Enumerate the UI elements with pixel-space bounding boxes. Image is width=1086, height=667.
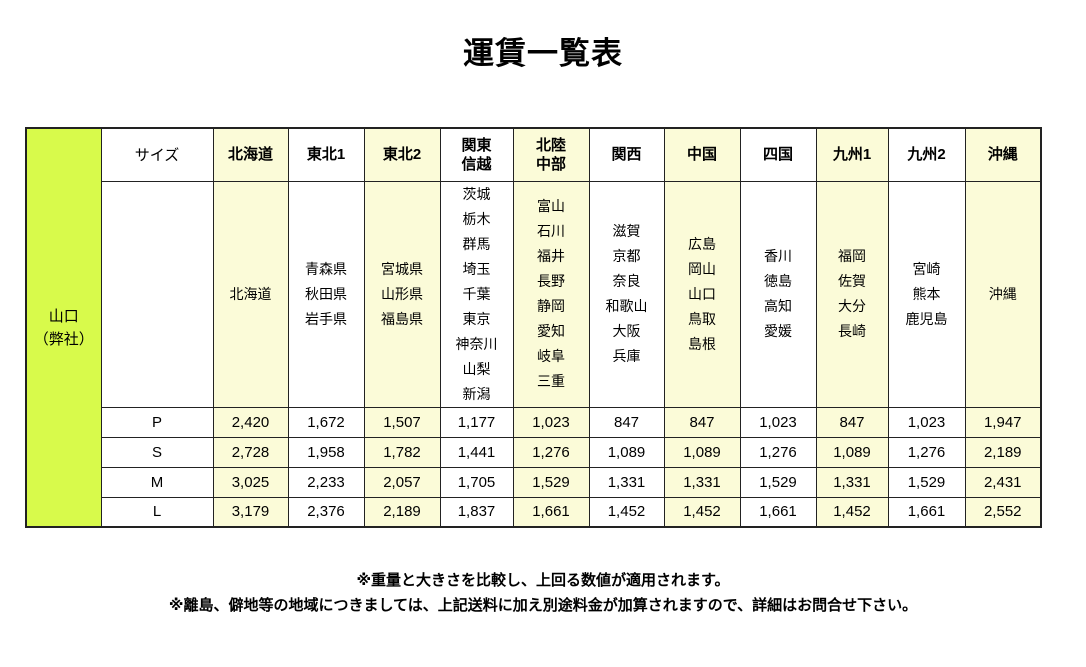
fare-L-東北1: 2,376 [287,496,365,528]
prefectures-九州1: 福岡 佐賀 大分 長崎 [815,180,889,408]
fare-L-中国: 1,452 [663,496,741,528]
footnote-remote-area: ※離島、僻地等の地域につきましては、上記送料に加え別途料金が加算されますので、詳… [168,597,918,614]
fare-P-九州2: 1,023 [887,406,966,438]
prefectures-東北1: 青森県 秋田県 岩手県 [287,180,365,408]
fare-P-東北1: 1,672 [287,406,365,438]
fare-row-P: P 2,420 1,672 1,507 1,177 1,023 847 847 1,023 847… [26,406,1042,438]
fare-M-北海道: 3,025 [212,466,289,498]
fare-P-中国: 847 [663,406,741,438]
fare-P-北海道: 2,420 [212,406,289,438]
footnotes: ※重量と大きさを比較し、上回る数値が適用されます。 ※離島、僻地等の地域につきま… [0,568,1086,618]
region-header-四国: 四国 [739,127,817,182]
fare-P-北陸中部: 1,023 [512,406,590,438]
fare-table: 山口 （弊社） サイズ 北海道 東北1 東北2 関東 信越 北陸 中部 関西 中国 四国 九州1 九州… [25,127,1042,528]
region-header-沖縄: 沖縄 [964,127,1042,182]
region-header-九州1: 九州1 [815,127,889,182]
region-header-row: 山口 （弊社） サイズ 北海道 東北1 東北2 関東 信越 北陸 中部 関西 中国 四国 九州1 九州… [25,127,1042,528]
fare-M-中国: 1,331 [663,466,741,498]
prefecture-list-row: 北海道 青森県 秋田県 岩手県 宮城県 山形県 福島県 茨城 栃木 群馬 埼玉 千葉 … [26,180,1042,408]
fare-P-沖縄: 1,947 [964,406,1042,438]
fare-P-関東信越: 1,177 [439,406,514,438]
origin-cell: 山口 （弊社） [25,127,102,528]
prefectures-九州2: 宮崎 熊本 鹿児島 [887,180,966,408]
fare-M-東北2: 2,057 [363,466,441,498]
fare-L-九州2: 1,661 [887,496,966,528]
fare-S-中国: 1,089 [663,436,741,468]
region-header-関西: 関西 [588,127,665,182]
prefectures-関西: 滋賀 京都 奈良 和歌山 大阪 兵庫 [588,180,665,408]
fare-S-関西: 1,089 [588,436,665,468]
size-column-header: サイズ [100,127,214,182]
region-header-東北1: 東北1 [287,127,365,182]
fare-table-body: 山口 （弊社） サイズ 北海道 東北1 東北2 関東 信越 北陸 中部 関西 中国 四国 九州1 九州… [25,127,1042,528]
fare-P-九州1: 847 [815,406,889,438]
fare-M-東北1: 2,233 [287,466,365,498]
fare-L-四国: 1,661 [739,496,817,528]
prefectures-沖縄: 沖縄 [964,180,1042,408]
fare-S-沖縄: 2,189 [964,436,1042,468]
fare-S-関東信越: 1,441 [439,436,514,468]
fare-P-関西: 847 [588,406,665,438]
fare-S-九州1: 1,089 [815,436,889,468]
fare-S-九州2: 1,276 [887,436,966,468]
size-label-L: L [100,496,214,528]
prefectures-北海道: 北海道 [212,180,289,408]
prefectures-中国: 広島 岡山 山口 鳥取 島根 [663,180,741,408]
fare-table-container: 山口 （弊社） サイズ 北海道 東北1 東北2 関東 信越 北陸 中部 関西 中国 四国 九州1 九州… [25,127,1042,528]
region-header-関東信越: 関東 信越 [439,127,514,182]
region-header-中国: 中国 [663,127,741,182]
fare-L-関西: 1,452 [588,496,665,528]
fare-S-東北2: 1,782 [363,436,441,468]
fare-M-関西: 1,331 [588,466,665,498]
fare-S-北陸中部: 1,276 [512,436,590,468]
region-header-北海道: 北海道 [212,127,289,182]
size-label-M: M [100,466,214,498]
size-column-blank-cell [100,180,214,408]
fare-L-沖縄: 2,552 [964,496,1042,528]
page-title: 運賃一覧表 [463,36,623,71]
fare-L-九州1: 1,452 [815,496,889,528]
size-label-P: P [100,406,214,438]
prefectures-関東信越: 茨城 栃木 群馬 埼玉 千葉 東京 神奈川 山梨 新潟 [439,180,514,408]
fare-M-四国: 1,529 [739,466,817,498]
fare-S-北海道: 2,728 [212,436,289,468]
fare-P-東北2: 1,507 [363,406,441,438]
fare-L-関東信越: 1,837 [439,496,514,528]
fare-L-北海道: 3,179 [212,496,289,528]
region-header-九州2: 九州2 [887,127,966,182]
footnote-weight-rule: ※重量と大きさを比較し、上回る数値が適用されます。 [356,572,730,589]
fare-row-S: S 2,728 1,958 1,782 1,441 1,276 1,089 1,089 1,27… [26,436,1042,468]
region-header-東北2: 東北2 [363,127,441,182]
fare-row-L: L 3,179 2,376 2,189 1,837 1,661 1,452 1,452 1,66… [26,496,1042,528]
fare-S-東北1: 1,958 [287,436,365,468]
fare-M-九州2: 1,529 [887,466,966,498]
fare-row-M: M 3,025 2,233 2,057 1,705 1,529 1,331 1,331 1,52… [26,466,1042,498]
fare-P-四国: 1,023 [739,406,817,438]
fare-M-沖縄: 2,431 [964,466,1042,498]
prefectures-四国: 香川 徳島 高知 愛媛 [739,180,817,408]
fare-M-関東信越: 1,705 [439,466,514,498]
region-header-北陸中部: 北陸 中部 [512,127,590,182]
fare-S-四国: 1,276 [739,436,817,468]
fare-M-北陸中部: 1,529 [512,466,590,498]
prefectures-北陸中部: 富山 石川 福井 長野 静岡 愛知 岐阜 三重 [512,180,590,408]
fare-L-北陸中部: 1,661 [512,496,590,528]
size-label-S: S [100,436,214,468]
fare-M-九州1: 1,331 [815,466,889,498]
fare-L-東北2: 2,189 [363,496,441,528]
prefectures-東北2: 宮城県 山形県 福島県 [363,180,441,408]
